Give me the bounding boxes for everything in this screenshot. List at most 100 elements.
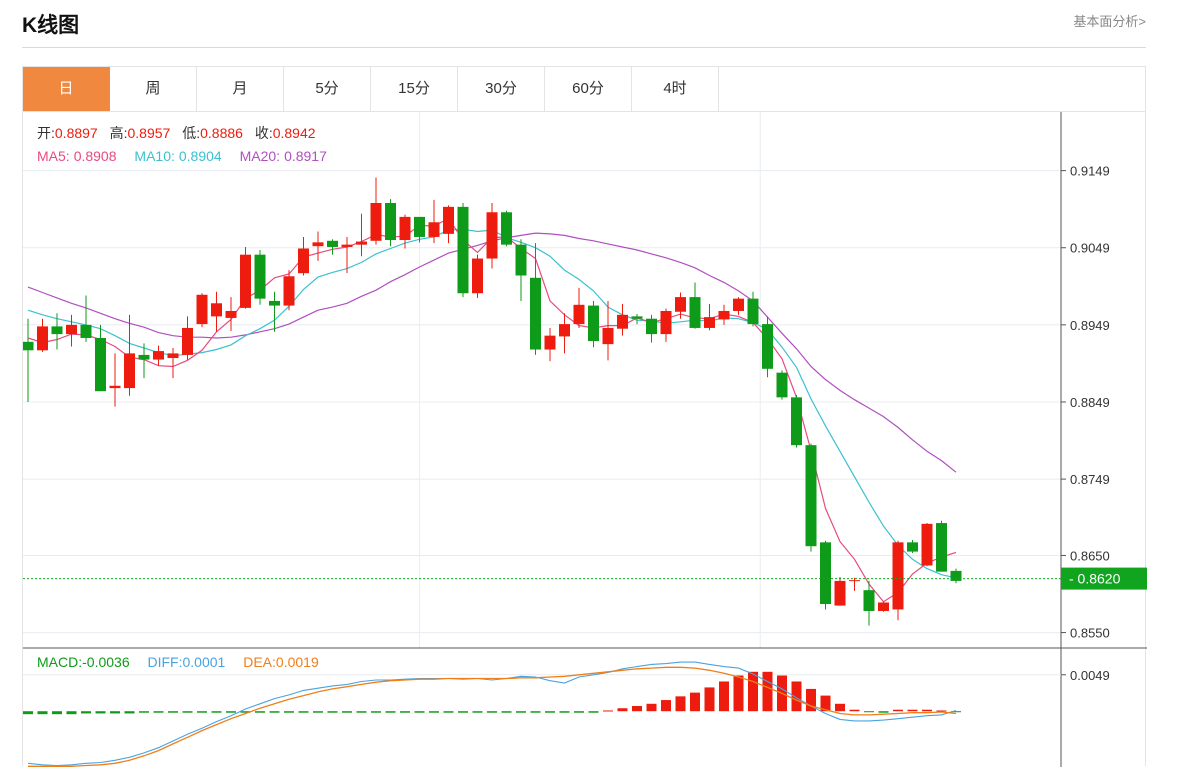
candle-body xyxy=(530,277,541,350)
candle xyxy=(356,213,367,257)
ohlc-legend: 开:0.8897 高:0.8957 低:0.8886 收:0.8942 xyxy=(37,125,316,141)
candle xyxy=(762,316,773,378)
candle xyxy=(124,314,135,396)
candle xyxy=(225,297,237,332)
tab-5min[interactable]: 5分 xyxy=(284,67,371,111)
macd-bar xyxy=(240,711,251,713)
candle xyxy=(80,295,92,342)
page-header: K线图 基本面分析> xyxy=(22,0,1146,48)
candle-body xyxy=(921,523,933,566)
fundamentals-link[interactable]: 基本面分析> xyxy=(1073,14,1146,29)
candle xyxy=(559,313,570,354)
candlestick-chart[interactable]: - 0.8620 0.91490.90490.89490.88490.87490… xyxy=(23,67,1147,767)
tab-60min[interactable]: 60分 xyxy=(545,67,632,111)
price-axis: 0.9149 0.9049 0.8949 0.8849 0.8749 0.8650 0.85… xyxy=(1061,164,1110,683)
candle xyxy=(428,199,440,244)
macd-label: MACD: xyxy=(37,654,82,670)
macd-bar xyxy=(733,675,744,712)
tab-4hour[interactable]: 4时 xyxy=(632,67,719,111)
candle xyxy=(283,270,295,311)
tab-30min[interactable]: 30分 xyxy=(458,67,545,111)
close-label: 收: xyxy=(255,125,273,141)
dea-line xyxy=(28,666,957,767)
candle-body xyxy=(617,314,628,329)
candle xyxy=(182,316,193,360)
candle xyxy=(167,347,179,379)
candle-body xyxy=(457,206,469,294)
candle xyxy=(37,318,48,352)
candle xyxy=(878,601,889,612)
macd-bar xyxy=(211,711,222,713)
candle xyxy=(51,313,63,350)
macd-bar xyxy=(559,711,570,713)
candle xyxy=(298,236,309,276)
period-tabs: 日 周 月 5分 15分 30分 60分 4时 xyxy=(23,67,1145,112)
candle xyxy=(646,314,657,343)
candle-body xyxy=(718,310,730,320)
candle xyxy=(327,239,338,255)
ma5-value: 0.8908 xyxy=(74,148,117,164)
candle-body xyxy=(704,317,715,328)
macd-bar xyxy=(574,711,584,713)
axis-tick-label: 0.9049 xyxy=(1070,241,1110,256)
macd-bar xyxy=(226,711,236,713)
candle-body xyxy=(312,242,324,247)
candle-body xyxy=(370,203,382,241)
candle xyxy=(907,540,918,554)
candle xyxy=(849,577,860,591)
macd-bar xyxy=(893,709,903,712)
tab-15min[interactable]: 15分 xyxy=(371,67,458,111)
candle-body xyxy=(646,318,657,335)
candle xyxy=(689,282,701,329)
candle-body xyxy=(124,353,135,389)
candle-body xyxy=(167,353,179,359)
candle-body xyxy=(385,203,396,241)
candle xyxy=(863,580,875,626)
macd-bar xyxy=(675,696,686,712)
candle xyxy=(573,287,585,328)
macd-bar xyxy=(472,711,483,713)
candle xyxy=(805,443,817,552)
macd-bar xyxy=(951,711,961,713)
candle-body xyxy=(849,580,860,582)
candle xyxy=(718,304,730,325)
candle xyxy=(544,327,556,362)
axis-tick-label: 0.8550 xyxy=(1070,626,1110,641)
macd-bar xyxy=(545,711,555,713)
candle-body xyxy=(225,310,237,318)
candle-body xyxy=(660,310,672,335)
candle-body xyxy=(733,298,744,311)
axis-tick-label: 0.8849 xyxy=(1070,395,1110,410)
macd-bar xyxy=(603,710,613,712)
candle xyxy=(660,308,672,342)
macd-bar xyxy=(719,681,729,712)
tab-week[interactable]: 周 xyxy=(110,67,197,111)
macd-bar xyxy=(37,711,48,715)
macd-bar xyxy=(23,711,33,715)
candle-body xyxy=(66,324,77,335)
tab-month[interactable]: 月 xyxy=(197,67,284,111)
macd-bar xyxy=(385,711,396,713)
candle xyxy=(747,291,759,327)
macd-bar xyxy=(443,711,454,713)
candle-body xyxy=(138,354,150,360)
candle xyxy=(791,395,802,448)
macd-bar xyxy=(269,711,280,713)
high-value: 0.8957 xyxy=(128,125,171,141)
candle-body xyxy=(51,326,63,335)
macd-bar xyxy=(66,711,77,715)
macd-bar xyxy=(342,711,352,713)
candle xyxy=(240,246,251,309)
candle xyxy=(486,203,498,269)
candle-body xyxy=(182,327,193,355)
current-price-tag xyxy=(1061,567,1147,590)
macd-bar xyxy=(501,711,512,713)
current-price-label: - 0.8620 xyxy=(1069,571,1121,587)
tab-day[interactable]: 日 xyxy=(23,67,110,111)
macd-bar xyxy=(414,711,425,713)
candle xyxy=(936,520,947,572)
open-value: 0.8897 xyxy=(55,125,98,141)
macd-bar xyxy=(124,711,135,714)
candle xyxy=(385,199,396,247)
open-label: 开: xyxy=(37,125,55,141)
